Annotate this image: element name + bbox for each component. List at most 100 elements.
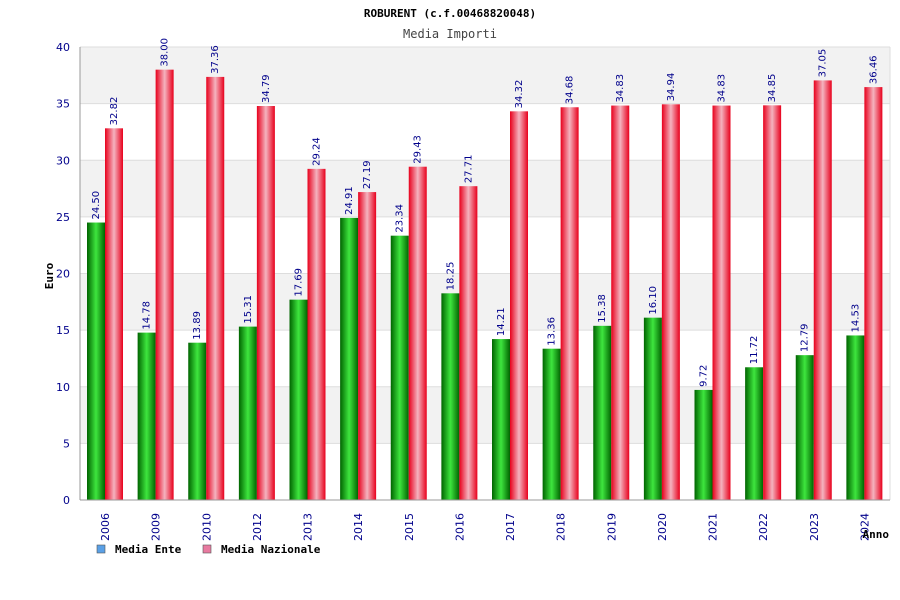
- bar-media-ente: [137, 332, 156, 500]
- y-tick-label: 10: [56, 381, 70, 394]
- x-tick-label: 2016: [453, 513, 466, 541]
- chart-title: ROBURENT (c.f.00468820048): [364, 7, 536, 20]
- x-tick-label: 2013: [302, 513, 315, 541]
- y-tick-label: 25: [56, 211, 70, 224]
- bar-media-nazionale: [763, 105, 782, 500]
- x-tick-label: 2006: [99, 513, 112, 541]
- x-tick-label: 2012: [251, 513, 264, 541]
- data-label: 34.85: [767, 74, 778, 103]
- data-label: 17.69: [294, 268, 305, 297]
- bar-media-nazionale: [611, 105, 630, 501]
- bar-media-nazionale: [155, 69, 174, 501]
- legend: Media Ente Media Nazionale: [96, 543, 321, 556]
- data-label: 14.78: [142, 301, 153, 330]
- bar-media-ente: [795, 355, 814, 500]
- bar-media-nazionale: [560, 107, 579, 501]
- data-label: 27.19: [362, 160, 373, 189]
- data-label: 34.83: [717, 74, 728, 103]
- data-label: 14.21: [496, 307, 507, 336]
- data-label: 11.72: [749, 336, 760, 365]
- data-label: 15.31: [243, 295, 254, 324]
- x-tick-label: 2017: [504, 513, 517, 541]
- x-tick-label: 2019: [605, 513, 618, 541]
- bar-media-ente: [694, 389, 713, 500]
- data-label: 14.53: [850, 304, 861, 333]
- bar-media-nazionale: [459, 186, 478, 500]
- x-tick-label: 2018: [555, 513, 568, 541]
- bar-media-nazionale: [864, 87, 883, 500]
- y-tick-label: 15: [56, 324, 70, 337]
- data-label: 37.36: [210, 45, 221, 74]
- data-label: 24.50: [91, 191, 102, 220]
- bar-media-ente: [289, 299, 308, 500]
- y-tick-label: 40: [56, 41, 70, 54]
- legend-label-media-ente: Media Ente: [115, 543, 182, 556]
- bar-media-ente: [492, 339, 510, 500]
- data-label: 36.46: [868, 55, 879, 84]
- bar-media-ente: [441, 293, 460, 500]
- data-label: 29.24: [312, 137, 323, 166]
- y-axis-label: Euro: [43, 262, 56, 289]
- y-tick-label: 30: [56, 154, 70, 167]
- bar-media-ente: [390, 235, 409, 500]
- bar-media-nazionale: [712, 105, 731, 501]
- data-label: 27.71: [463, 155, 474, 184]
- data-label: 15.38: [597, 294, 608, 323]
- data-label: 9.72: [699, 365, 710, 387]
- data-label: 34.94: [666, 73, 677, 102]
- bar-media-ente: [238, 326, 257, 500]
- x-tick-label: 2015: [403, 513, 416, 541]
- data-label: 34.68: [565, 76, 576, 105]
- bar-media-nazionale: [813, 80, 832, 500]
- y-tick-label: 0: [63, 494, 70, 507]
- y-axis-ticks: 0 5 10 15 20 25 30 35 40: [56, 41, 70, 507]
- data-label: 34.32: [514, 80, 525, 109]
- data-label: 34.79: [261, 74, 272, 103]
- data-label: 38.00: [160, 38, 171, 67]
- data-label: 13.36: [547, 317, 558, 346]
- x-tick-label: 2023: [808, 513, 821, 541]
- x-tick-label: 2020: [656, 513, 669, 541]
- bars: [87, 69, 883, 501]
- x-axis-label: Anno: [863, 528, 890, 541]
- data-label: 37.05: [818, 49, 829, 78]
- x-tick-label: 2009: [150, 513, 163, 541]
- legend-swatch-media-nazionale: [202, 544, 212, 554]
- bar-media-ente: [87, 222, 105, 500]
- data-label: 29.43: [413, 135, 424, 164]
- bar-media-nazionale: [105, 128, 123, 500]
- chart-subtitle: Media Importi: [403, 27, 497, 41]
- data-label: 24.91: [344, 186, 355, 215]
- x-tick-label: 2024: [858, 513, 871, 541]
- bar-media-nazionale: [510, 111, 528, 501]
- bar-media-nazionale: [307, 168, 326, 500]
- x-tick-label: 2021: [707, 513, 720, 541]
- bar-media-ente: [643, 317, 662, 500]
- bar-media-ente: [846, 335, 865, 500]
- legend-label-media-nazionale: Media Nazionale: [221, 543, 321, 556]
- x-tick-label: 2010: [200, 513, 213, 541]
- bar-media-nazionale: [408, 166, 427, 500]
- x-tick-label: 2022: [757, 513, 770, 541]
- x-axis-ticks: 2006 2009 2010 2012 2013 2014 2015 2016 2017 2018…: [99, 513, 871, 541]
- data-label: 32.82: [109, 97, 120, 126]
- bar-media-ente: [542, 348, 561, 500]
- data-label: 13.89: [192, 311, 203, 340]
- legend-swatch-media-ente: [96, 544, 106, 554]
- bar-media-ente: [340, 217, 359, 500]
- data-labels: 24.50 32.82 14.78 38.00 13.89 37.36 15.31 34.79…: [91, 38, 879, 387]
- data-label: 12.79: [800, 324, 811, 353]
- data-label: 34.83: [615, 74, 626, 103]
- bar-media-nazionale: [358, 192, 377, 501]
- y-tick-label: 20: [56, 268, 70, 281]
- bar-media-ente: [593, 325, 612, 500]
- y-tick-label: 5: [63, 437, 70, 450]
- x-tick-label: 2014: [352, 513, 365, 541]
- bar-media-ente: [745, 367, 764, 500]
- data-label: 18.25: [445, 262, 456, 291]
- bar-media-nazionale: [661, 104, 680, 500]
- bar-media-ente: [188, 342, 207, 500]
- data-label: 16.10: [648, 286, 659, 315]
- y-tick-label: 35: [56, 98, 70, 111]
